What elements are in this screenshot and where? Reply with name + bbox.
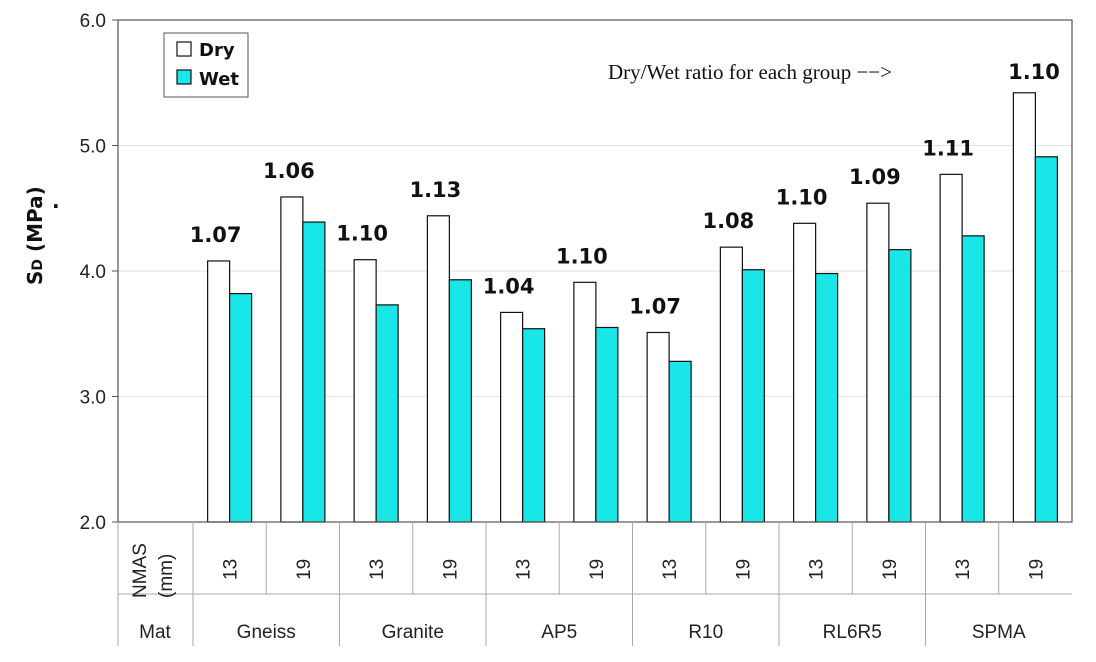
bar-wet <box>888 249 912 523</box>
category-label: 19 <box>1026 559 1047 580</box>
bar-dry <box>353 259 377 523</box>
legend-label-dry: Dry <box>199 40 235 61</box>
bar-dry <box>207 260 231 523</box>
ratio-label: 1.04 <box>483 274 535 298</box>
category-label: 13 <box>807 559 828 580</box>
group-label: Granite <box>382 622 444 643</box>
bar-wet <box>668 360 692 523</box>
ratio-label: 1.06 <box>263 159 315 183</box>
category-label: 19 <box>587 559 608 580</box>
group-label: SPMA <box>972 622 1026 643</box>
category-label: 13 <box>221 559 242 580</box>
bar-wet <box>522 328 546 523</box>
ratio-label: 1.07 <box>629 294 681 318</box>
bar-dry <box>793 222 817 523</box>
group-label: AP5 <box>541 622 577 643</box>
category-label: 19 <box>733 559 754 580</box>
y-axis-label-trailing: . <box>52 189 60 213</box>
ratio-label: 1.10 <box>776 185 828 209</box>
legend-swatch-dry <box>176 41 192 57</box>
category-label: 13 <box>367 559 388 580</box>
group-label: RL6R5 <box>823 622 882 643</box>
group-label: Gneiss <box>237 622 296 643</box>
mat-label: Mat <box>139 622 171 643</box>
y-axis-label-main: S <box>23 271 47 285</box>
legend: Dry Wet <box>163 32 249 98</box>
ratio-label: 1.07 <box>190 223 242 247</box>
ratio-label: 1.10 <box>556 244 608 268</box>
bar-dry <box>866 202 890 523</box>
nmas-label: NMAS <box>130 543 151 598</box>
ratio-label: 1.10 <box>1008 60 1060 84</box>
bar-dry <box>939 173 963 523</box>
bar-dry <box>280 196 304 523</box>
legend-label-wet: Wet <box>199 69 239 90</box>
y-axis-label-unit: (MPa) <box>23 186 47 259</box>
category-label: 19 <box>440 559 461 580</box>
legend-swatch-wet <box>176 69 192 85</box>
y-axis-label-subscript: D <box>30 259 46 271</box>
category-label: 13 <box>514 559 535 580</box>
group-label: R10 <box>688 622 723 643</box>
ratio-annotation: Dry/Wet ratio for each group −−> <box>608 60 892 84</box>
bar-dry <box>1012 92 1036 523</box>
ratio-label: 1.11 <box>922 136 974 160</box>
ratio-label: 1.10 <box>336 222 388 246</box>
category-label: 13 <box>953 559 974 580</box>
bar-wet <box>741 269 765 523</box>
bar-wet <box>375 304 399 523</box>
bar-dry <box>719 246 743 523</box>
bars <box>207 92 1058 523</box>
bar-wet <box>448 279 472 523</box>
category-table: NMAS (mm) Mat 13 19 13 19 13 19 13 19 13 19 13 19 Gn… <box>117 522 1072 646</box>
bar-dry <box>646 331 670 523</box>
bar-wet <box>229 292 253 523</box>
y-tick-label: 4.0 <box>80 262 106 283</box>
category-label: 19 <box>880 559 901 580</box>
bar-dry <box>426 215 450 523</box>
bar-wet <box>815 272 839 523</box>
bar-dry <box>500 311 524 523</box>
y-axis-ticks: 2.0 3.0 4.0 5.0 6.0 <box>80 11 118 534</box>
bar-wet <box>302 221 326 523</box>
bar-wet <box>1034 156 1058 523</box>
ratio-label: 1.13 <box>409 178 461 202</box>
category-label: 13 <box>660 559 681 580</box>
ratio-label: 1.09 <box>849 165 901 189</box>
bar-wet <box>961 235 985 523</box>
y-tick-label: 5.0 <box>80 137 106 158</box>
ratio-labels: 1.07 1.06 1.10 1.13 1.04 1.10 1.07 1.08 1.10 1.09… <box>190 60 1060 318</box>
y-axis-label: SD (MPa) <box>23 186 47 285</box>
y-tick-label: 3.0 <box>80 388 106 409</box>
category-label: 19 <box>294 559 315 580</box>
ratio-label: 1.08 <box>702 209 754 233</box>
bar-dry <box>573 281 597 523</box>
y-tick-label: 6.0 <box>80 11 106 32</box>
y-tick-label: 2.0 <box>80 513 106 534</box>
nmas-unit-label: (mm) <box>156 554 177 598</box>
bar-wet <box>595 326 619 523</box>
